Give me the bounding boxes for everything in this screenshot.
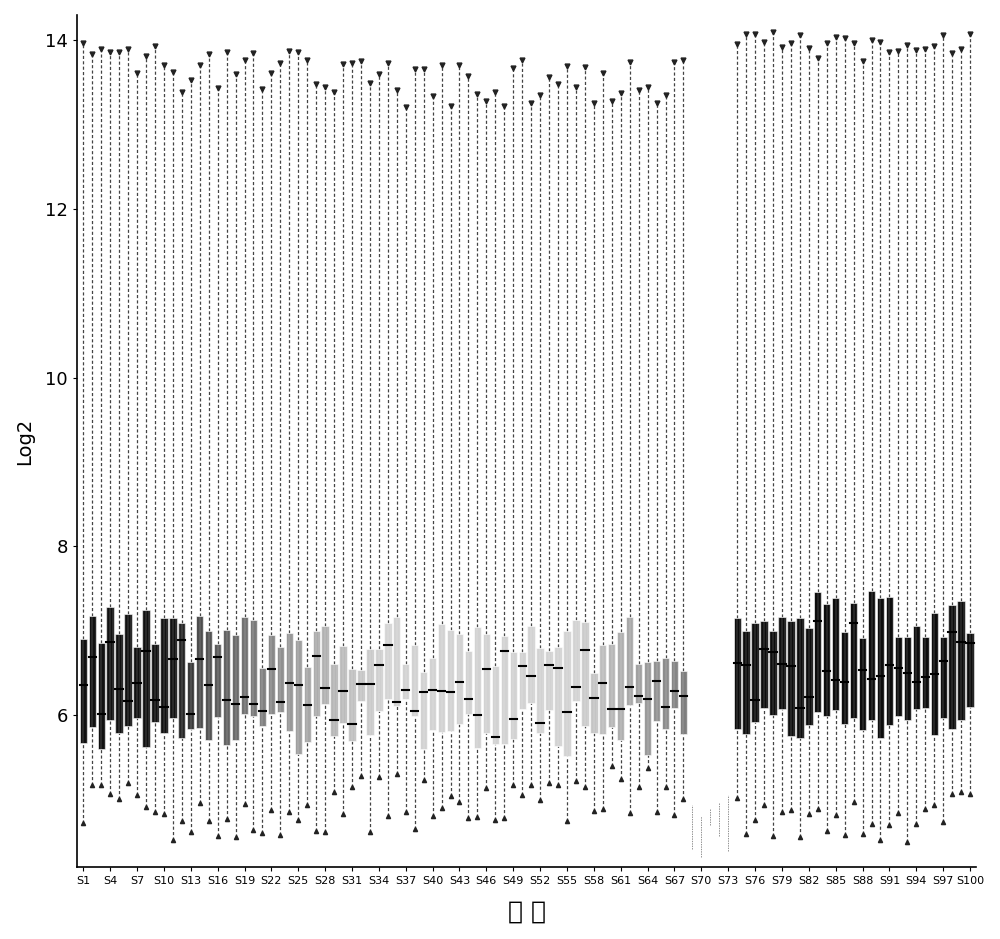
Bar	[402, 664, 409, 699]
Bar	[787, 622, 795, 736]
Bar	[330, 664, 338, 736]
Bar	[277, 647, 284, 712]
Bar	[617, 632, 624, 740]
Bar	[680, 671, 687, 733]
Bar	[662, 657, 669, 729]
Bar	[904, 638, 911, 720]
Bar	[420, 671, 427, 748]
Bar	[608, 644, 615, 728]
Bar	[922, 638, 929, 708]
Bar	[80, 639, 87, 743]
Bar	[321, 626, 329, 703]
Bar	[89, 616, 96, 727]
Bar	[483, 634, 490, 733]
Bar	[841, 632, 848, 724]
Bar	[554, 647, 562, 747]
Bar	[778, 617, 786, 709]
Bar	[223, 630, 230, 745]
Bar	[232, 635, 239, 740]
Bar	[465, 651, 472, 715]
Bar	[133, 647, 141, 718]
Bar	[599, 645, 606, 734]
Bar	[169, 618, 177, 718]
Bar	[187, 662, 194, 729]
Bar	[115, 634, 123, 733]
Bar	[348, 670, 356, 741]
Bar	[742, 632, 750, 734]
Bar	[859, 638, 866, 730]
Bar	[545, 651, 553, 710]
Bar	[805, 628, 813, 725]
Bar	[429, 658, 436, 731]
Bar	[196, 616, 203, 729]
Bar	[519, 653, 526, 709]
Bar	[966, 633, 974, 707]
Bar	[492, 666, 499, 745]
Bar	[259, 668, 266, 726]
Bar	[572, 621, 580, 700]
Bar	[877, 598, 884, 738]
Bar	[760, 621, 768, 708]
Bar	[948, 605, 956, 729]
Bar	[823, 604, 830, 716]
Bar	[151, 644, 159, 722]
Bar	[734, 619, 741, 730]
Bar	[931, 613, 938, 734]
Bar	[590, 673, 598, 733]
Bar	[581, 622, 589, 726]
Bar	[178, 623, 185, 738]
Bar	[286, 633, 293, 731]
Bar	[268, 635, 275, 714]
Bar	[250, 620, 257, 716]
X-axis label: 样 本: 样 本	[508, 900, 546, 924]
Bar	[796, 619, 804, 738]
Bar	[895, 637, 902, 716]
Bar	[850, 603, 857, 718]
Bar	[456, 634, 463, 724]
Y-axis label: Log2: Log2	[15, 418, 34, 465]
Bar	[375, 650, 383, 712]
Bar	[886, 597, 893, 725]
Bar	[295, 639, 302, 754]
Bar	[447, 630, 454, 731]
Bar	[384, 623, 392, 699]
Bar	[832, 598, 839, 711]
Bar	[671, 661, 678, 708]
Bar	[653, 661, 660, 721]
Bar	[124, 614, 132, 726]
Bar	[563, 632, 571, 756]
Bar	[411, 645, 418, 716]
Bar	[160, 618, 168, 733]
Bar	[769, 631, 777, 715]
Bar	[510, 652, 517, 739]
Bar	[205, 631, 212, 740]
Bar	[626, 617, 633, 705]
Bar	[527, 625, 535, 703]
Bar	[957, 601, 965, 720]
Bar	[635, 665, 642, 703]
Bar	[868, 591, 875, 720]
Bar	[536, 648, 544, 733]
Bar	[214, 644, 221, 717]
Bar	[393, 617, 400, 706]
Bar	[304, 668, 311, 742]
Bar	[357, 670, 365, 701]
Bar	[241, 617, 248, 715]
Bar	[501, 636, 508, 744]
Bar	[106, 607, 114, 719]
Bar	[474, 627, 481, 748]
Bar	[913, 625, 920, 709]
Bar	[339, 646, 347, 723]
Bar	[814, 593, 821, 712]
Bar	[98, 643, 105, 748]
Bar	[644, 662, 651, 755]
Bar	[940, 637, 947, 718]
Bar	[751, 623, 759, 722]
Bar	[438, 623, 445, 731]
Bar	[313, 631, 320, 716]
Bar	[366, 649, 374, 735]
Bar	[142, 610, 150, 747]
